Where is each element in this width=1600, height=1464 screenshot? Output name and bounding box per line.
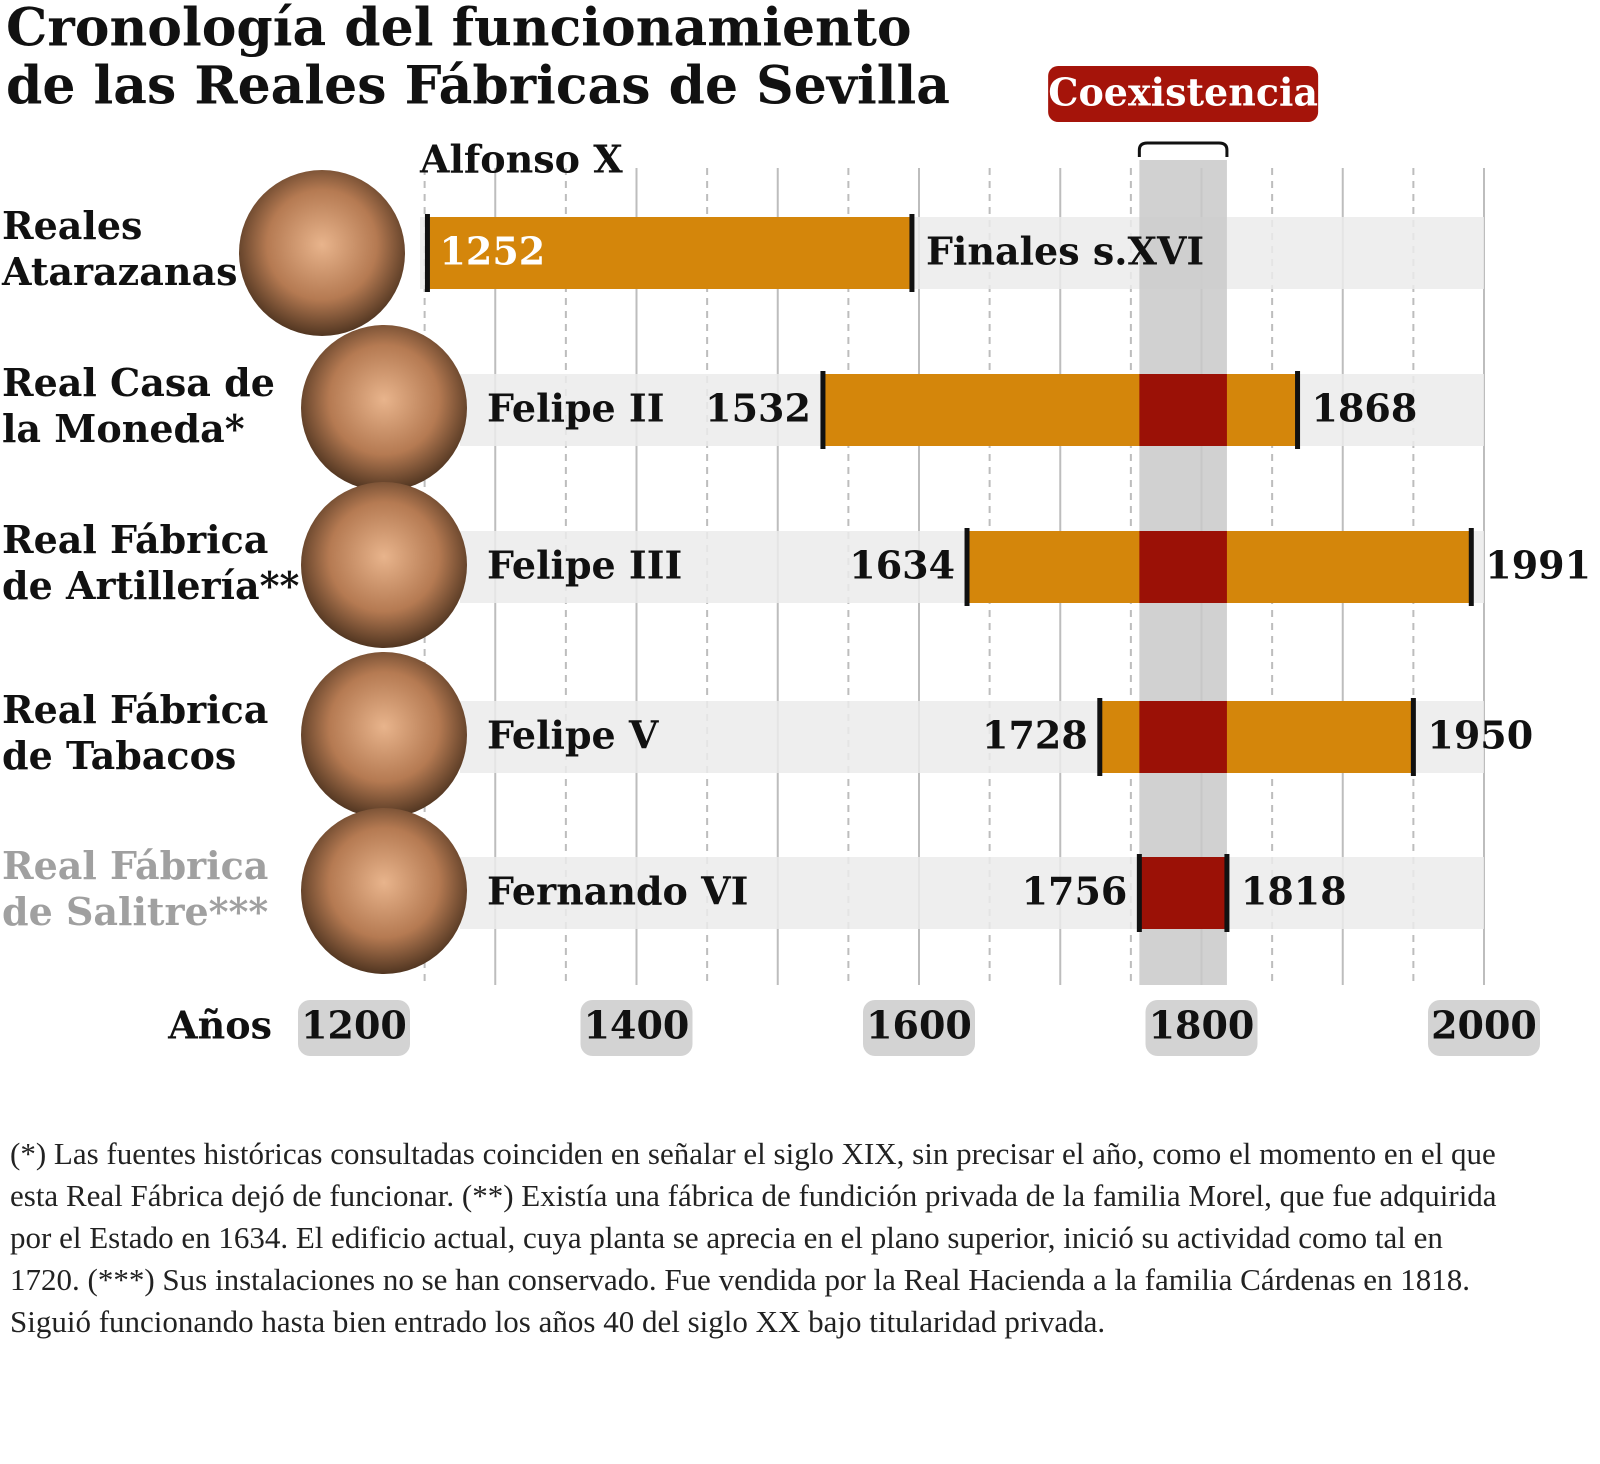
portrait	[239, 170, 405, 336]
overlap-segment	[1139, 701, 1227, 773]
portrait	[301, 652, 467, 818]
end-label: 1991	[1485, 543, 1591, 588]
portrait	[301, 325, 467, 491]
category-label: Real Fábrica de Artillería**	[2, 517, 299, 608]
chart-title: Cronología del funcionamiento	[6, 0, 912, 59]
x-tick-pill	[1145, 1000, 1258, 1056]
x-tick-label: 1400	[584, 1003, 690, 1048]
start-label: 1728	[982, 713, 1088, 758]
start-label: 1252	[439, 229, 545, 274]
footnote: (*) Las fuentes históricas consultadas c…	[10, 1136, 1497, 1339]
end-label: 1818	[1241, 869, 1347, 914]
overlap-segment	[1139, 857, 1227, 929]
overlap-segment	[1139, 531, 1227, 603]
portrait	[301, 482, 467, 648]
x-tick-pill	[1428, 1000, 1540, 1056]
x-tick-pill	[580, 1000, 693, 1056]
top-layer: Coexistencia Finales s.XVI 1868 1991 1950 181…	[239, 66, 1591, 974]
chart: Cronología del funcionamiento de las Rea…	[1, 0, 1591, 1056]
main-layer: Reales Atarazanas Alfonso X 1252 Real Casa d…	[1, 137, 1540, 1056]
ruler-label: Fernando VI	[487, 869, 748, 914]
end-label: Finales s.XVI	[926, 229, 1204, 274]
ruler-label: Felipe V	[487, 713, 660, 758]
x-tick-label: 2000	[1431, 1003, 1537, 1048]
category-label: Real Fábrica de Salitre***	[2, 843, 268, 934]
ruler-label: Alfonso X	[419, 137, 623, 182]
category-label: Reales Atarazanas	[1, 203, 237, 294]
end-label: 1950	[1427, 713, 1533, 758]
category-label: Real Casa de la Moneda*	[2, 360, 275, 451]
start-label: 1634	[849, 543, 955, 588]
portrait	[301, 808, 467, 974]
x-axis-label: Años	[167, 1003, 272, 1048]
x-tick-label: 1600	[866, 1003, 972, 1048]
chart-title: de las Reales Fábricas de Sevilla	[6, 56, 950, 117]
x-tick-label: 1200	[301, 1003, 407, 1048]
end-label: 1868	[1312, 386, 1418, 431]
bar	[427, 217, 912, 289]
coexistence-bracket	[1137, 141, 1229, 157]
row-background	[460, 857, 1484, 929]
category-label: Real Fábrica de Tabacos	[2, 687, 268, 778]
start-label: 1756	[1022, 869, 1128, 914]
coexistence-label: Coexistencia	[1048, 70, 1318, 115]
x-tick-pill	[298, 1000, 410, 1056]
coexistence-badge	[1048, 66, 1319, 122]
ruler-label: Felipe III	[487, 543, 682, 588]
overlap-segment	[1139, 374, 1227, 446]
x-tick-label: 1800	[1149, 1003, 1255, 1048]
start-label: 1532	[705, 386, 811, 431]
x-tick-pill	[863, 1000, 975, 1056]
ruler-label: Felipe II	[487, 386, 664, 431]
